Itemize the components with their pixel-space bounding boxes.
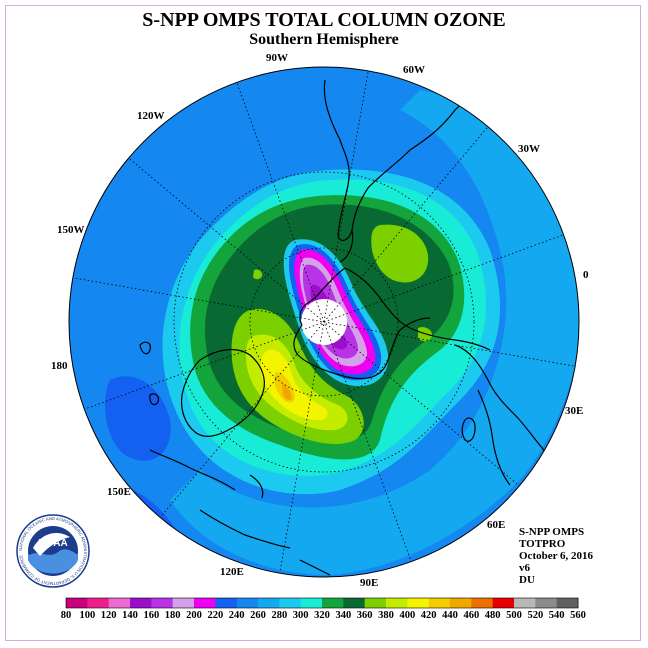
colorbar-swatch — [514, 598, 536, 608]
colorbar-swatch — [300, 598, 323, 608]
colorbar-tick-label: 260 — [250, 610, 266, 621]
colorbar: 80 100 120 140 160 180 200 220 240 260 280 300 320 34… — [61, 597, 586, 621]
colorbar-swatch — [407, 598, 430, 608]
lon-label-120w: 120W — [137, 110, 165, 122]
colorbar-tick-label: 80 — [61, 610, 72, 621]
colorbar-swatch — [535, 598, 558, 608]
colorbar-tick-label: 160 — [143, 610, 159, 621]
colorbar-tick-label: 480 — [485, 610, 501, 621]
ozone-contour-280 — [170, 90, 579, 575]
noaa-logo: NOAA NATIONAL OCEANIC AND ATMOSPHERIC AD… — [16, 514, 90, 588]
info-date: October 6, 2016 — [519, 550, 594, 562]
lon-label-0: 0 — [583, 269, 589, 281]
colorbar-swatch — [66, 598, 88, 608]
info-satellite: S-NPP OMPS — [519, 526, 585, 538]
colorbar-tick-label: 340 — [335, 610, 351, 621]
lon-label-90e: 90E — [360, 577, 378, 589]
image-frame — [5, 5, 641, 641]
colorbar-swatch — [364, 598, 387, 608]
colorbar-swatch — [172, 598, 195, 608]
lon-label-90w: 90W — [266, 52, 288, 64]
longitude-labels: 0 30W 60W 90W 120W 150W 180 150E 120E 90… — [51, 52, 589, 589]
colorbar-swatch — [151, 598, 174, 608]
lon-label-60w: 60W — [403, 64, 425, 76]
colorbar-swatch — [215, 598, 238, 608]
noaa-logo-text: NOAA — [38, 538, 67, 549]
colorbar-tick-label: 460 — [463, 610, 479, 621]
colorbar-tick-label: 540 — [549, 610, 565, 621]
map-boundary — [68, 66, 580, 578]
colorbar-swatch — [322, 598, 344, 608]
ozone-contour-420 — [260, 349, 328, 421]
colorbar-tick-label: 440 — [442, 610, 458, 621]
colorbar-swatch — [108, 598, 131, 608]
colorbar-outline — [65, 597, 579, 609]
colorbar-swatch — [194, 598, 216, 608]
colorbar-swatch — [130, 598, 152, 608]
colorbar-tick-label: 300 — [293, 610, 309, 621]
meridian-line — [124, 154, 524, 490]
meridians — [69, 67, 579, 577]
ozone-contour-380d — [253, 269, 263, 280]
colorbar-tick-label: 240 — [229, 610, 245, 621]
info-block: S-NPP OMPS TOTPRO October 6, 2016 v6 DU — [519, 526, 593, 586]
colorbar-tick-label: 520 — [527, 610, 543, 621]
map-subtitle: Southern Hemisphere — [249, 31, 399, 48]
colorbar-swatch — [258, 598, 280, 608]
lon-label-150e: 150E — [107, 486, 131, 498]
lon-label-30w: 30W — [518, 143, 540, 155]
colorbar-swatch — [471, 598, 494, 608]
colorbar-swatch — [556, 598, 579, 608]
colorbar-tick-label: 120 — [101, 610, 117, 621]
map-title: S-NPP OMPS TOTAL COLUMN OZONE — [142, 9, 506, 31]
colorbar-tick-label: 320 — [314, 610, 330, 621]
colorbar-tick-label: 560 — [570, 610, 586, 621]
info-version: v6 — [519, 562, 530, 574]
ozone-contour-240 — [105, 376, 171, 461]
colorbar-swatch — [236, 598, 259, 608]
colorbar-tick-label: 200 — [186, 610, 202, 621]
colorbar-swatch — [386, 598, 408, 608]
colorbar-tick-label: 280 — [271, 610, 287, 621]
lon-label-30e: 30E — [565, 405, 583, 417]
lon-label-120e: 120E — [220, 566, 244, 578]
colorbar-tick-label: 140 — [122, 610, 138, 621]
colorbar-swatch — [343, 598, 366, 608]
ozone-contour-460 — [282, 384, 292, 401]
colorbar-tick-label: 400 — [399, 610, 415, 621]
colorbar-tick-label: 180 — [165, 610, 181, 621]
colorbar-tick-label: 420 — [421, 610, 437, 621]
colorbar-tick-label: 500 — [506, 610, 522, 621]
colorbar-tick-label: 220 — [207, 610, 223, 621]
lon-label-180: 180 — [51, 360, 68, 372]
colorbar-swatch — [428, 598, 451, 608]
colorbar-swatch — [492, 598, 515, 608]
lon-label-60e: 60E — [487, 519, 505, 531]
meridian-line — [278, 67, 370, 577]
colorbar-tick-label: 360 — [357, 610, 373, 621]
colorbar-tick-label: 380 — [378, 610, 394, 621]
graticule — [173, 171, 475, 473]
lon-label-150w: 150W — [57, 224, 85, 236]
info-unit: DU — [519, 574, 535, 586]
colorbar-swatch — [87, 598, 110, 608]
info-product: TOTPRO — [519, 538, 566, 550]
colorbar-swatch — [450, 598, 472, 608]
colorbar-tick-label: 100 — [79, 610, 95, 621]
ozone-contour-380b — [371, 224, 429, 283]
ozone-field — [69, 67, 579, 577]
colorbar-swatch — [279, 598, 302, 608]
